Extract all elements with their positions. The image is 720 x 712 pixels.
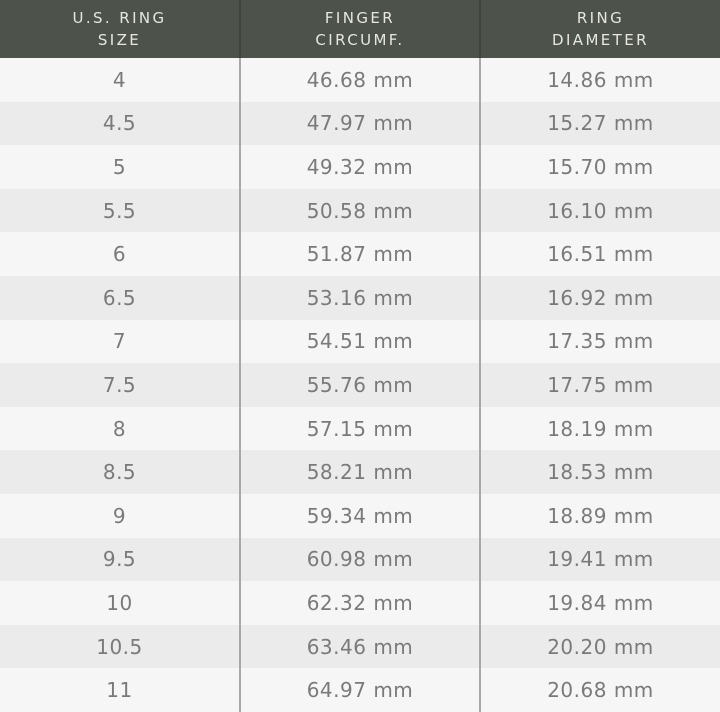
cell-finger-circumference: 58.21 mm bbox=[239, 450, 480, 494]
cell-ring-diameter: 17.35 mm bbox=[479, 319, 720, 364]
table-row: 5.5 50.58 mm 16.10 mm bbox=[0, 188, 720, 233]
header-line: U.S. RING bbox=[72, 9, 167, 27]
table-row: 8.5 58.21 mm 18.53 mm bbox=[0, 450, 720, 494]
cell-ring-diameter: 15.27 mm bbox=[479, 101, 720, 146]
cell-ring-diameter: 18.19 mm bbox=[479, 406, 720, 451]
cell-ring-size: 10.5 bbox=[0, 624, 240, 669]
cell-finger-circumference: 63.46 mm bbox=[239, 624, 480, 669]
table-row: 7 54.51 mm 17.35 mm bbox=[0, 319, 720, 364]
cell-finger-circumference: 59.34 mm bbox=[239, 493, 480, 538]
cell-ring-size: 7.5 bbox=[0, 363, 240, 407]
cell-ring-diameter: 18.89 mm bbox=[479, 493, 720, 538]
table-row: 11 64.97 mm 20.68 mm bbox=[0, 668, 720, 712]
cell-ring-diameter: 14.86 mm bbox=[479, 58, 720, 102]
header-line: CIRCUMF. bbox=[315, 31, 405, 49]
header-line: DIAMETER bbox=[552, 31, 649, 49]
table-row: 8 57.15 mm 18.19 mm bbox=[0, 406, 720, 451]
cell-finger-circumference: 53.16 mm bbox=[239, 275, 480, 320]
cell-ring-diameter: 19.41 mm bbox=[479, 537, 720, 582]
cell-finger-circumference: 49.32 mm bbox=[239, 145, 480, 189]
table-row: 5 49.32 mm 15.70 mm bbox=[0, 145, 720, 189]
cell-ring-diameter: 16.92 mm bbox=[479, 275, 720, 320]
cell-finger-circumference: 64.97 mm bbox=[239, 668, 480, 712]
cell-ring-size: 5 bbox=[0, 145, 240, 189]
table-row: 9 59.34 mm 18.89 mm bbox=[0, 493, 720, 538]
header-row: U.S. RING SIZE FINGER CIRCUMF. RING DIAM… bbox=[0, 0, 720, 58]
cell-finger-circumference: 57.15 mm bbox=[239, 406, 480, 451]
cell-ring-diameter: 18.53 mm bbox=[479, 450, 720, 494]
cell-finger-circumference: 62.32 mm bbox=[239, 581, 480, 625]
cell-ring-size: 4.5 bbox=[0, 101, 240, 146]
cell-ring-diameter: 20.20 mm bbox=[479, 624, 720, 669]
cell-finger-circumference: 50.58 mm bbox=[239, 188, 480, 233]
cell-ring-size: 8.5 bbox=[0, 450, 240, 494]
table-row: 9.5 60.98 mm 19.41 mm bbox=[0, 537, 720, 582]
cell-ring-size: 11 bbox=[0, 668, 240, 712]
cell-ring-size: 4 bbox=[0, 58, 240, 102]
table-row: 6.5 53.16 mm 16.92 mm bbox=[0, 275, 720, 320]
cell-finger-circumference: 54.51 mm bbox=[239, 319, 480, 364]
cell-ring-size: 10 bbox=[0, 581, 240, 625]
table-row: 10 62.32 mm 19.84 mm bbox=[0, 581, 720, 625]
cell-finger-circumference: 60.98 mm bbox=[239, 537, 480, 582]
cell-ring-diameter: 16.51 mm bbox=[479, 232, 720, 276]
header-finger-circumference: FINGER CIRCUMF. bbox=[239, 0, 480, 58]
cell-ring-diameter: 17.75 mm bbox=[479, 363, 720, 407]
cell-ring-diameter: 19.84 mm bbox=[479, 581, 720, 625]
table-row: 10.5 63.46 mm 20.20 mm bbox=[0, 624, 720, 669]
table-row: 4.5 47.97 mm 15.27 mm bbox=[0, 101, 720, 146]
cell-finger-circumference: 55.76 mm bbox=[239, 363, 480, 407]
cell-ring-size: 9.5 bbox=[0, 537, 240, 582]
header-line: RING bbox=[576, 9, 625, 27]
cell-ring-diameter: 16.10 mm bbox=[479, 188, 720, 233]
header-ring-diameter: RING DIAMETER bbox=[479, 0, 720, 58]
table-row: 7.5 55.76 mm 17.75 mm bbox=[0, 363, 720, 407]
cell-finger-circumference: 46.68 mm bbox=[239, 58, 480, 102]
cell-finger-circumference: 47.97 mm bbox=[239, 101, 480, 146]
cell-ring-size: 7 bbox=[0, 319, 240, 364]
header-us-ring-size: U.S. RING SIZE bbox=[0, 0, 240, 58]
cell-ring-size: 8 bbox=[0, 406, 240, 451]
table-row: 6 51.87 mm 16.51 mm bbox=[0, 232, 720, 276]
cell-finger-circumference: 51.87 mm bbox=[239, 232, 480, 276]
header-line: FINGER bbox=[324, 9, 396, 27]
table-row: 4 46.68 mm 14.86 mm bbox=[0, 58, 720, 102]
cell-ring-size: 5.5 bbox=[0, 188, 240, 233]
cell-ring-diameter: 20.68 mm bbox=[479, 668, 720, 712]
cell-ring-size: 6.5 bbox=[0, 275, 240, 320]
cell-ring-size: 9 bbox=[0, 493, 240, 538]
table-body: 4 46.68 mm 14.86 mm 4.5 47.97 mm 15.27 mm 5 49.… bbox=[0, 58, 720, 712]
header-line: SIZE bbox=[97, 31, 142, 49]
cell-ring-diameter: 15.70 mm bbox=[479, 145, 720, 189]
cell-ring-size: 6 bbox=[0, 232, 240, 276]
